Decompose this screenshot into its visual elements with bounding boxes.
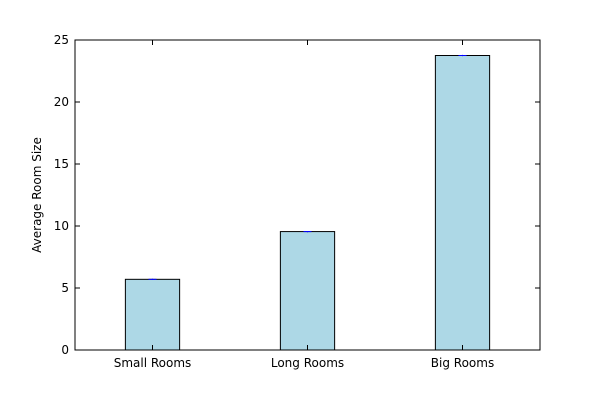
bars-layer bbox=[124, 55, 491, 351]
x-tick-label: Small Rooms bbox=[114, 356, 192, 370]
y-axis-label: Average Room Size bbox=[30, 137, 44, 253]
y-tick-label: 15 bbox=[54, 157, 69, 171]
y-tick-label: 5 bbox=[61, 281, 69, 295]
y-tick-label: 10 bbox=[54, 219, 69, 233]
x-tick-label: Long Rooms bbox=[271, 356, 344, 370]
error-bars-layer bbox=[148, 54, 467, 280]
y-tick-label: 0 bbox=[61, 343, 69, 357]
x-tick-label: Big Rooms bbox=[431, 356, 494, 370]
ticks-layer: Small Rooms Long Rooms Big Rooms 0 5 10 15 20 25 bbox=[54, 33, 540, 370]
y-tick-label: 20 bbox=[54, 95, 69, 109]
bar-big-rooms bbox=[434, 55, 491, 351]
bar-small-rooms bbox=[124, 278, 181, 351]
y-tick-label: 25 bbox=[54, 33, 69, 47]
bar-long-rooms bbox=[279, 231, 336, 351]
